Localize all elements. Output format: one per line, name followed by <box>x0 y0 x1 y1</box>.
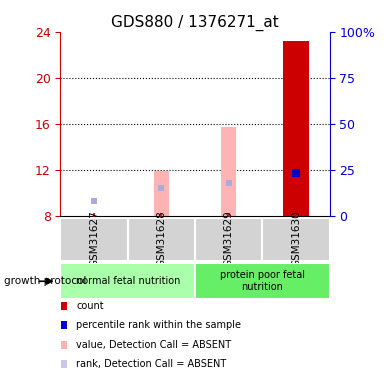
Point <box>91 198 97 204</box>
Text: percentile rank within the sample: percentile rank within the sample <box>76 320 241 330</box>
Text: GSM31627: GSM31627 <box>89 211 99 267</box>
Bar <box>61 302 67 310</box>
Point <box>293 170 299 176</box>
Text: protein poor fetal
nutrition: protein poor fetal nutrition <box>220 270 305 292</box>
Bar <box>283 41 309 216</box>
Text: value, Detection Call = ABSENT: value, Detection Call = ABSENT <box>76 340 231 350</box>
Title: GDS880 / 1376271_at: GDS880 / 1376271_at <box>111 14 279 30</box>
Bar <box>61 321 67 329</box>
Bar <box>195 263 330 299</box>
Text: GSM31630: GSM31630 <box>291 211 301 267</box>
Bar <box>61 340 67 349</box>
Bar <box>60 217 128 261</box>
Text: GSM31629: GSM31629 <box>223 211 234 267</box>
Point <box>158 185 165 191</box>
Point <box>225 180 232 186</box>
Bar <box>195 217 262 261</box>
Text: growth protocol: growth protocol <box>4 276 86 286</box>
Bar <box>154 171 169 216</box>
Bar <box>262 217 330 261</box>
Text: count: count <box>76 301 104 310</box>
Text: normal fetal nutrition: normal fetal nutrition <box>76 276 180 286</box>
Bar <box>60 263 195 299</box>
Bar <box>128 217 195 261</box>
Bar <box>61 360 67 368</box>
Bar <box>221 127 236 216</box>
Text: rank, Detection Call = ABSENT: rank, Detection Call = ABSENT <box>76 359 226 369</box>
Text: GSM31628: GSM31628 <box>156 211 167 267</box>
